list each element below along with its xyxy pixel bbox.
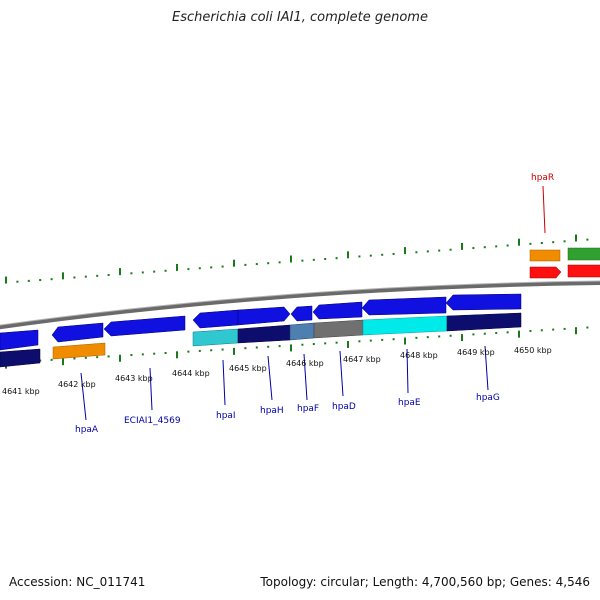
genome-backbone xyxy=(0,281,600,330)
gene-feature[interactable] xyxy=(567,247,600,261)
scale-label: 4648 kbp xyxy=(400,351,438,360)
leader-line xyxy=(267,355,273,401)
gene-feature[interactable] xyxy=(103,315,186,337)
gene-label-hpaG[interactable]: hpaG xyxy=(476,393,500,403)
leader-line xyxy=(406,348,409,394)
gene-label-ECIAI1_4569[interactable]: ECIAI1_4569 xyxy=(124,416,181,426)
gene-label-hpaF[interactable]: hpaF xyxy=(297,404,319,414)
gene-feature[interactable] xyxy=(290,305,313,322)
gene-label-hpaA[interactable]: hpaA xyxy=(75,425,99,435)
gene-feature[interactable] xyxy=(237,324,291,344)
scale-label: 4650 kbp xyxy=(514,346,552,355)
genome-backbone-highlight xyxy=(0,280,600,326)
lower-gene-track-row2 xyxy=(0,312,522,368)
leader-line xyxy=(339,350,344,397)
map-title: Escherichia coli IAI1, complete genome xyxy=(172,10,428,25)
gene-label-hpaD[interactable]: hpaD xyxy=(332,402,356,412)
leader-line xyxy=(80,372,87,421)
leader-line xyxy=(484,345,489,391)
gene-feature[interactable] xyxy=(289,322,315,341)
scale-label: 4643 kbp xyxy=(115,374,153,383)
accession-text: Accession: NC_011741 xyxy=(9,575,146,589)
label-leaders xyxy=(80,185,546,421)
gene-feature[interactable] xyxy=(0,329,39,351)
leader-line xyxy=(222,359,226,406)
scale-label: 4646 kbp xyxy=(286,359,324,368)
gene-feature[interactable] xyxy=(362,315,448,336)
gene-feature[interactable] xyxy=(529,249,561,262)
gene-feature[interactable] xyxy=(361,296,447,316)
leader-line xyxy=(303,353,308,401)
gene-feature[interactable] xyxy=(529,266,562,279)
scale-label: 4642 kbp xyxy=(58,380,96,389)
gene-feature[interactable] xyxy=(0,348,41,368)
gene-feature[interactable] xyxy=(192,328,239,347)
gene-feature[interactable] xyxy=(237,306,291,326)
scale-label: 4645 kbp xyxy=(229,364,267,373)
gene-feature[interactable] xyxy=(192,309,239,329)
gene-label-hpaE[interactable]: hpaE xyxy=(398,398,421,408)
scale-label: 4641 kbp xyxy=(2,387,40,396)
leader-line xyxy=(542,185,546,234)
gene-feature[interactable] xyxy=(445,293,522,311)
gene-feature[interactable] xyxy=(567,264,600,278)
gene-feature[interactable] xyxy=(51,322,104,343)
gene-feature[interactable] xyxy=(52,342,106,360)
upper-gene-track xyxy=(529,247,600,279)
gene-label-hpaR[interactable]: hpaR xyxy=(531,173,554,183)
upper-tick-track xyxy=(5,234,589,284)
gene-label-hpaH[interactable]: hpaH xyxy=(260,406,284,416)
gene-labels: hpaA ECIAI1_4569 hpaI hpaH hpaF hpaD hpa… xyxy=(75,173,554,435)
gene-feature[interactable] xyxy=(313,319,364,339)
scale-labels: 4641 kbp 4642 kbp 4643 kbp 4644 kbp 4645… xyxy=(2,346,552,396)
gene-feature[interactable] xyxy=(312,301,363,320)
genome-stats-text: Topology: circular; Length: 4,700,560 bp… xyxy=(260,575,590,589)
scale-label: 4647 kbp xyxy=(343,355,381,364)
scale-label: 4649 kbp xyxy=(457,348,495,357)
scale-label: 4644 kbp xyxy=(172,369,210,378)
lower-gene-track-row1 xyxy=(0,293,522,351)
gene-feature[interactable] xyxy=(446,312,522,332)
leader-line xyxy=(149,367,153,411)
gene-label-hpaI[interactable]: hpaI xyxy=(216,411,236,421)
